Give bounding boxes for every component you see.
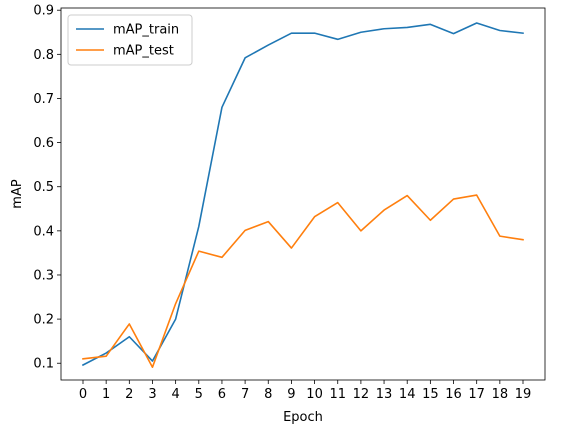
- x-tick-label: 11: [329, 387, 346, 402]
- x-tick-label: 1: [102, 387, 110, 402]
- x-tick-label: 7: [241, 387, 249, 402]
- x-axis: 0 1 2 3 4 5 6 7 8 9 10 11 12 13 14 15 16 17 18 19: [79, 380, 531, 402]
- x-tick-label: 17: [468, 387, 485, 402]
- x-tick-label: 18: [492, 387, 509, 402]
- y-tick-label: 0.3: [33, 268, 54, 283]
- x-tick-label: 19: [515, 387, 532, 402]
- x-tick-label: 14: [399, 387, 416, 402]
- x-tick-label: 2: [125, 387, 133, 402]
- y-axis-label: mAP: [10, 179, 25, 209]
- x-tick-label: 9: [287, 387, 295, 402]
- series-line-mAP_test: [82, 194, 524, 369]
- x-tick-label: 0: [79, 387, 87, 402]
- series-line-mAP_train: [81, 22, 524, 367]
- y-tick-label: 0.8: [33, 48, 54, 63]
- x-tick-label: 16: [445, 387, 462, 402]
- x-tick-label: 12: [353, 387, 370, 402]
- y-tick-label: 0.2: [33, 313, 54, 328]
- legend-label-mAP_train: mAP_train: [113, 23, 179, 38]
- legend-box: [67, 14, 193, 66]
- y-tick-label: 0.6: [33, 136, 54, 151]
- legend: mAP_train mAP_test: [67, 14, 193, 66]
- x-axis-label: Epoch: [283, 410, 323, 425]
- y-tick-label: 0.4: [33, 224, 54, 239]
- x-tick-label: 13: [376, 387, 393, 402]
- series-lines: [81, 22, 524, 369]
- x-tick-label: 5: [195, 387, 203, 402]
- y-tick-label: 0.9: [33, 4, 54, 19]
- y-tick-label: 0.1: [33, 357, 54, 372]
- plot-frame: [60, 7, 546, 381]
- y-tick-label: 0.5: [33, 180, 54, 195]
- x-tick-label: 4: [171, 387, 179, 402]
- x-tick-label: 6: [218, 387, 226, 402]
- y-tick-label: 0.7: [33, 92, 54, 107]
- x-tick-label: 8: [264, 387, 272, 402]
- x-tick-label: 3: [148, 387, 156, 402]
- y-axis: 0.1 0.2 0.3 0.4 0.5 0.6 0.7 0.8 0.9: [33, 4, 61, 372]
- x-tick-label: 10: [306, 387, 323, 402]
- x-tick-label: 15: [422, 387, 439, 402]
- legend-label-mAP_test: mAP_test: [113, 44, 174, 59]
